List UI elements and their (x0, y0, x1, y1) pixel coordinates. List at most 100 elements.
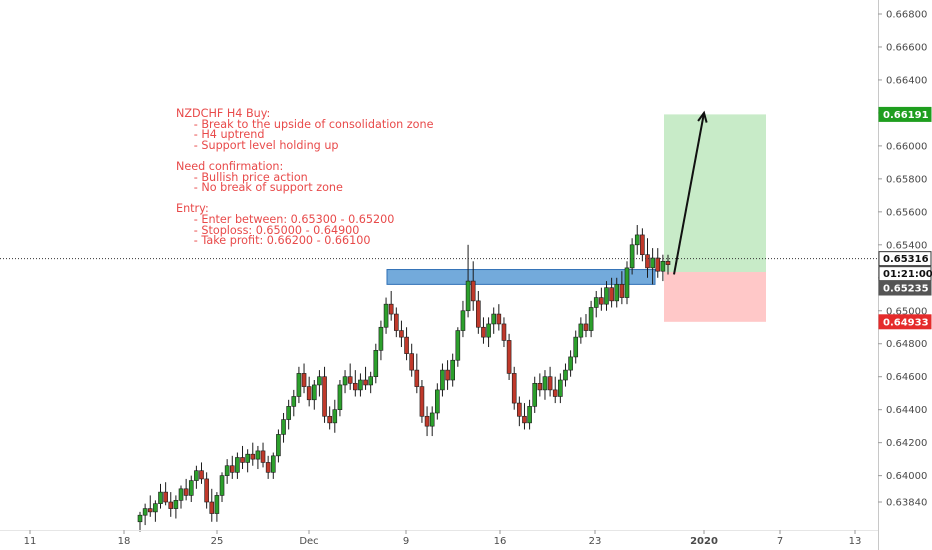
support-zone-rect[interactable] (386, 269, 656, 285)
candle-body (614, 284, 620, 302)
annotation-line: Need confirmation: (176, 159, 284, 173)
candle-body (593, 297, 599, 308)
time-axis[interactable]: 11 18 25 Dec 9 16 23 2020 7 13 (24, 530, 862, 547)
bullish-candle (214, 492, 220, 522)
bearish-candle (199, 462, 204, 484)
candle-body (645, 254, 650, 269)
time-tick-label: 25 (211, 536, 224, 547)
price-tick-label: 0.64000 (886, 471, 927, 482)
bearish-candle (388, 290, 394, 321)
bullish-candle (532, 376, 538, 413)
bullish-candle (383, 297, 389, 334)
candle-body (394, 313, 399, 331)
candle-body (470, 280, 476, 302)
price-tick-label: 0.64800 (886, 339, 927, 350)
candle-body (250, 453, 256, 460)
bearish-candle (240, 445, 245, 470)
candle-body (353, 382, 358, 391)
candle-body (629, 244, 635, 269)
candle-body (255, 450, 261, 460)
candle-body (219, 475, 225, 496)
current-price-tag-label: 0.65316 (883, 254, 929, 265)
price-tags: 0.66191 0.65316 01:21:00 0.65235 0.64933 (878, 106, 932, 330)
bullish-candle (332, 399, 338, 433)
candle-body (563, 369, 568, 381)
bearish-candle (511, 366, 517, 410)
candle-body (229, 465, 235, 473)
bearish-candle (327, 406, 332, 430)
bearish-candle (419, 380, 425, 423)
bearish-candle (347, 363, 353, 390)
bearish-candle (260, 442, 266, 468)
candle-body (147, 508, 153, 513)
bullish-candle (593, 290, 599, 318)
candle-body (163, 491, 168, 503)
candle-body (235, 457, 240, 473)
bullish-candle (219, 472, 225, 502)
candle-body (568, 356, 573, 371)
bullish-candle (188, 475, 194, 502)
bullish-candle (573, 330, 579, 364)
bearish-candle (147, 495, 153, 517)
bearish-candle (209, 488, 215, 522)
candle-body (445, 369, 450, 381)
price-tick-label: 0.65800 (886, 174, 927, 185)
candle-body (542, 376, 548, 391)
bearish-candle (547, 366, 553, 397)
candle-body (404, 336, 409, 354)
bearish-candle (363, 366, 368, 390)
time-tick-label: 11 (24, 536, 37, 547)
entry-price-tag: 0.65235 (878, 280, 932, 296)
price-tick-label: 0.64400 (886, 405, 927, 416)
bullish-candle (358, 373, 363, 397)
bullish-candle (486, 317, 491, 348)
candle-body (188, 480, 194, 496)
candle-body (183, 488, 189, 496)
candle-body (245, 453, 250, 463)
bullish-candle (153, 500, 158, 522)
bullish-candle (291, 389, 297, 417)
bullish-candle (542, 370, 548, 400)
candle-body (199, 470, 204, 480)
candle-body (383, 303, 389, 328)
trade-idea-annotation[interactable]: NZDCHF H4 Buy: - Break to the upside of … (176, 108, 434, 247)
candle-body (209, 501, 215, 514)
bullish-candle (337, 380, 343, 417)
bearish-candle (481, 317, 486, 344)
candle-body (655, 257, 661, 272)
bullish-candle (296, 366, 302, 404)
stop-loss-zone[interactable] (664, 272, 766, 322)
candle-body (311, 384, 317, 401)
bearish-candle (183, 478, 189, 501)
bullish-candle (158, 483, 163, 509)
candle-body (440, 369, 445, 391)
candle-body (240, 457, 245, 463)
bearish-candle (414, 353, 420, 394)
bullish-candle (137, 511, 143, 532)
entry-price-tag-label: 0.65235 (883, 284, 929, 295)
candle-countdown-tag-label: 01:21:00 (883, 269, 932, 280)
annotation-line: Entry: (176, 202, 209, 216)
candle-body (609, 287, 614, 302)
time-tick-label: 2020 (690, 536, 718, 547)
consolidation-zone[interactable] (386, 269, 656, 285)
bullish-candle (660, 254, 666, 282)
candle-body (265, 462, 271, 473)
bullish-candle (255, 445, 261, 470)
long-position-tool[interactable] (664, 114, 766, 322)
bearish-candle (583, 314, 589, 338)
bullish-candle (173, 495, 179, 519)
bearish-candle (265, 455, 271, 479)
bearish-candle (496, 304, 502, 331)
annotation-line: - Bullish price action (176, 170, 308, 184)
candle-body (450, 359, 455, 381)
candle-body (137, 514, 143, 523)
time-tick-label: 13 (849, 536, 862, 547)
candle-body (476, 300, 481, 328)
take-profit-zone[interactable] (664, 114, 766, 273)
bullish-candle (311, 380, 317, 410)
time-tick-label: 16 (494, 536, 507, 547)
candle-body (214, 495, 220, 514)
current-price-tag: 0.65316 (878, 251, 932, 267)
